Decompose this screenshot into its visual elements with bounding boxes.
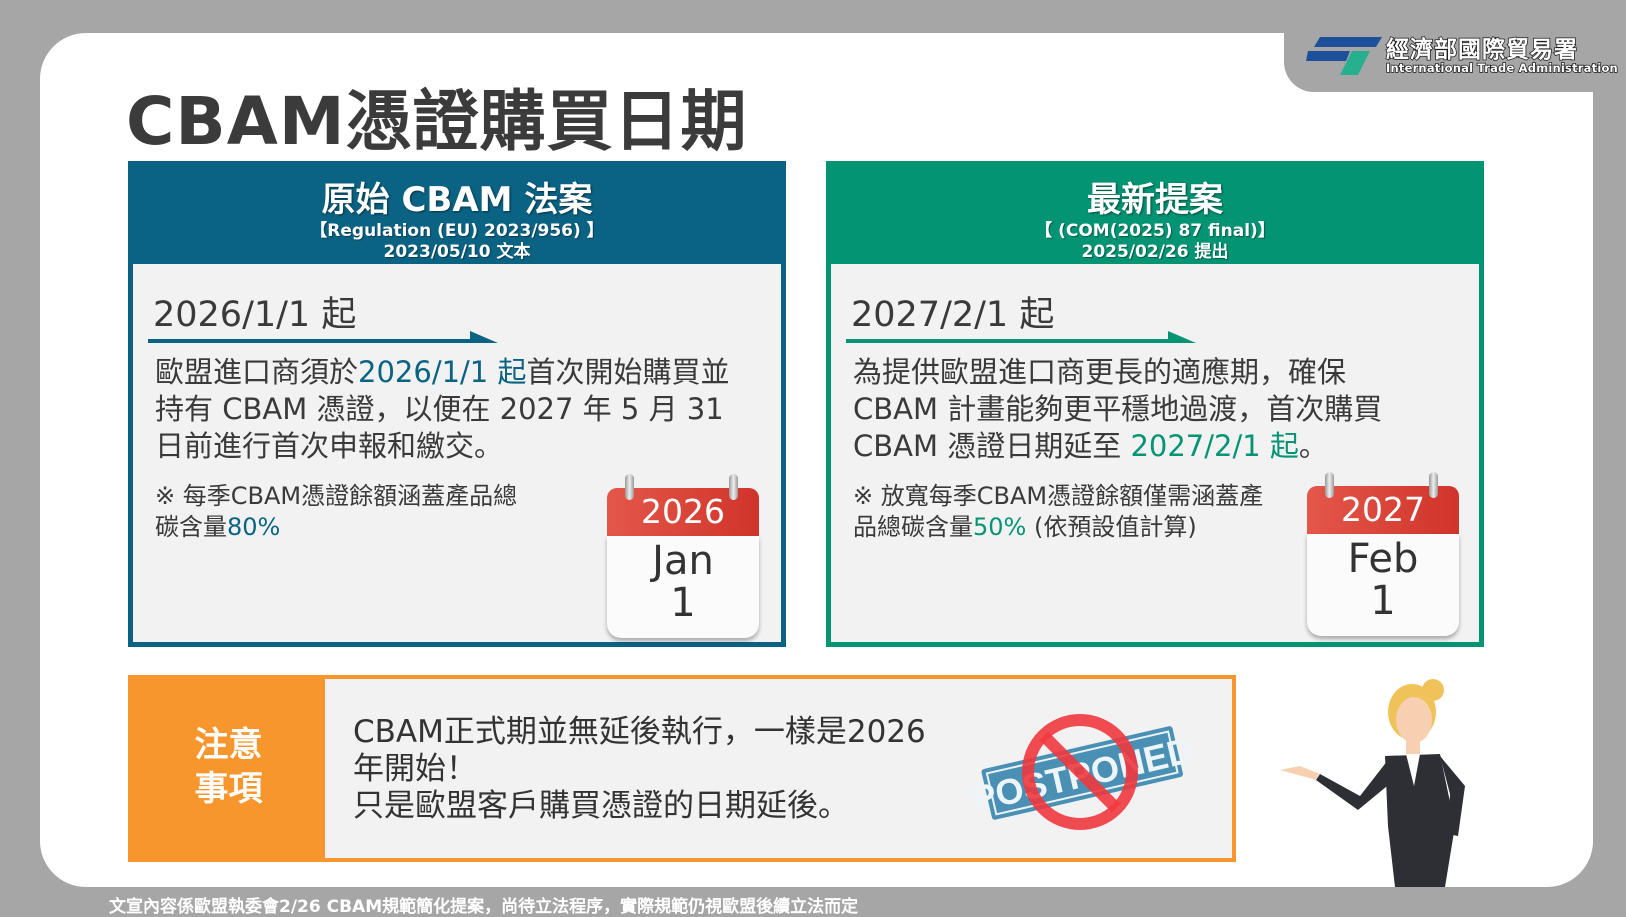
notice-label: 注意 事項 bbox=[132, 679, 325, 858]
logo-name-en: International Trade Administration bbox=[1385, 60, 1618, 76]
calendar-day: 1 bbox=[670, 580, 696, 626]
card-heading: 最新提案 bbox=[1087, 180, 1223, 220]
notice-box: 注意 事項 CBAM正式期並無延後執行，一樣是2026 年開始！ 只是歐盟客戶購買憑證… bbox=[128, 675, 1236, 862]
start-date: 2027/2/1 起 bbox=[851, 295, 1055, 335]
card-body: 2027/2/1 起 為提供歐盟進口商更長的適應期，確保CBAM 計畫能夠更平穩… bbox=[831, 264, 1479, 642]
card-date: 2025/02/26 提出 bbox=[1081, 242, 1229, 262]
footer-disclaimer: 文宣內容係歐盟執委會2/26 CBAM規範簡化提案，尚待立法程序，實際規範仍視歐… bbox=[109, 897, 859, 917]
highlight-date: 2026/1/1 起 bbox=[358, 355, 527, 389]
card-description: 為提供歐盟進口商更長的適應期，確保CBAM 計畫能夠更平穩地過渡，首次購買CBA… bbox=[853, 355, 1383, 463]
start-date: 2026/1/1 起 bbox=[153, 295, 357, 335]
card-description: 歐盟進口商須於2026/1/1 起首次開始購買並持有 CBAM 憑證，以便在 2… bbox=[155, 355, 730, 463]
card-note: ※ 每季CBAM憑證餘額涵蓋產品總碳含量80% bbox=[155, 482, 518, 541]
postponed-stamp-icon: POSTPONED bbox=[972, 714, 1192, 830]
calendar-month: Feb bbox=[1347, 536, 1419, 582]
calendar-icon: 2026 Jan 1 bbox=[607, 474, 759, 638]
card-reference: 【Regulation (EU) 2023/956) 】 bbox=[310, 221, 604, 241]
logo: 經濟部國際貿易署 International Trade Administrat… bbox=[1284, 25, 1626, 92]
original-law-card: 原始 CBAM 法案 【Regulation (EU) 2023/956) 】 … bbox=[128, 161, 786, 647]
calendar-month: Jan bbox=[652, 538, 714, 584]
card-header: 最新提案 【 (COM(2025) 87 final)】 2025/02/26 … bbox=[831, 166, 1479, 264]
card-date: 2023/05/10 文本 bbox=[383, 242, 531, 262]
businesswoman-illustration bbox=[1280, 679, 1465, 887]
new-proposal-card: 最新提案 【 (COM(2025) 87 final)】 2025/02/26 … bbox=[826, 161, 1484, 647]
calendar-day: 1 bbox=[1370, 578, 1396, 624]
card-heading: 原始 CBAM 法案 bbox=[321, 180, 593, 220]
arrow-icon bbox=[846, 331, 1196, 343]
card-header: 原始 CBAM 法案 【Regulation (EU) 2023/956) 】 … bbox=[133, 166, 781, 264]
card-reference: 【 (COM(2025) 87 final)】 bbox=[1035, 221, 1275, 241]
arrow-icon bbox=[148, 331, 498, 343]
note-percent: 80% bbox=[227, 513, 281, 541]
notice-text: CBAM正式期並無延後執行，一樣是2026 年開始！ 只是歐盟客戶購買憑證的日期延後… bbox=[353, 714, 926, 824]
highlight-date: 2027/2/1 起 bbox=[1130, 429, 1299, 463]
card-note: ※ 放寬每季CBAM憑證餘額僅需涵蓋產品總碳含量50% (依預設值計算) bbox=[853, 482, 1264, 541]
logo-name-zh: 經濟部國際貿易署 bbox=[1385, 36, 1578, 64]
page-title: CBAM憑證購買日期 bbox=[126, 83, 748, 160]
card-body: 2026/1/1 起 歐盟進口商須於2026/1/1 起首次開始購買並持有 CB… bbox=[133, 264, 781, 642]
calendar-icon: 2027 Feb 1 bbox=[1307, 472, 1459, 636]
ita-logo-icon bbox=[1306, 37, 1382, 75]
note-percent: 50% bbox=[973, 513, 1027, 541]
